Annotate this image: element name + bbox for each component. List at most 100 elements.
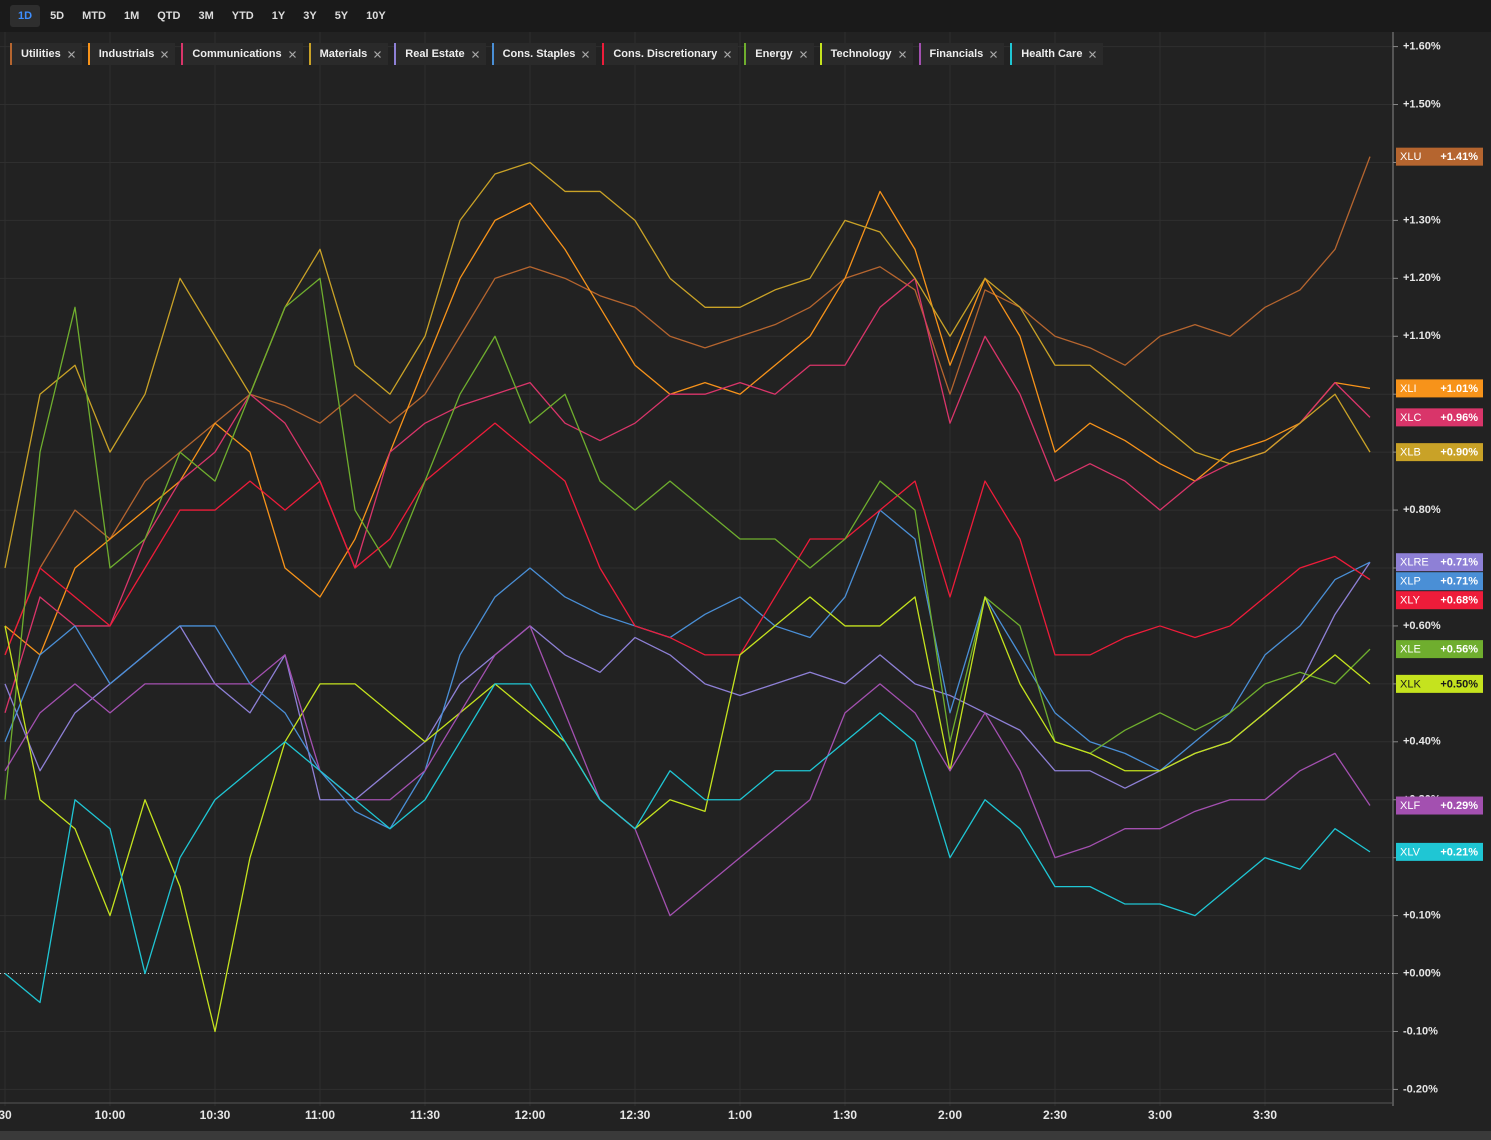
remove-icon[interactable]	[990, 50, 998, 58]
end-badge-ticker: XLI	[1400, 383, 1417, 395]
end-badge-value: +0.50%	[1440, 678, 1478, 690]
remove-icon[interactable]	[898, 50, 906, 58]
range-button[interactable]: 3Y	[303, 10, 317, 22]
end-badge: XLC +0.96%	[1396, 408, 1483, 427]
y-tick-label: -0.10%	[1403, 1025, 1438, 1037]
remove-icon[interactable]	[374, 50, 382, 58]
x-tick-label: 1:00	[728, 1108, 752, 1122]
end-badge-box	[1396, 147, 1483, 166]
range-button[interactable]: 1Y	[271, 10, 286, 22]
series-line	[4, 596, 1371, 1033]
remove-icon[interactable]	[288, 50, 296, 58]
legend-item[interactable]: Technology	[819, 43, 913, 65]
end-badge-ticker: XLP	[1400, 576, 1421, 588]
end-badge: XLU +1.41%	[1396, 147, 1483, 166]
legend-item[interactable]: Materials	[308, 43, 389, 65]
end-badge-ticker: XLC	[1400, 412, 1421, 424]
range-button[interactable]: 1D	[10, 5, 41, 27]
y-tick-label: +1.50%	[1403, 98, 1441, 110]
series-line	[4, 277, 1371, 714]
y-tick-label: +0.00%	[1403, 967, 1441, 979]
legend-item[interactable]: Utilities	[10, 43, 82, 65]
x-tick-label: 12:30	[620, 1108, 651, 1122]
end-badge-box	[1396, 572, 1483, 591]
end-badge-value: +0.71%	[1440, 557, 1478, 569]
legend-item[interactable]: Energy	[744, 43, 814, 65]
range-button[interactable]: MTD	[82, 10, 106, 22]
series-line	[4, 509, 1371, 830]
legend-label: Technology	[830, 48, 892, 60]
end-badge-box	[1396, 553, 1483, 572]
series-line	[4, 161, 1371, 569]
series-line	[4, 277, 1371, 800]
range-button[interactable]: 3M	[198, 10, 214, 22]
range-button[interactable]: 10Y	[366, 10, 386, 22]
series-line	[4, 156, 1371, 656]
y-tick-label: +0.10%	[1403, 910, 1441, 922]
x-tick-label: 3:30	[1253, 1108, 1277, 1122]
end-badge-value: +0.56%	[1440, 644, 1478, 656]
remove-icon[interactable]	[582, 50, 590, 58]
legend-item[interactable]: Industrials	[87, 43, 176, 65]
legend-item[interactable]: Communications	[181, 43, 303, 65]
range-button[interactable]: 5Y	[334, 10, 349, 22]
x-tick-label: 3:00	[1148, 1108, 1172, 1122]
legend-item[interactable]: Real Estate	[394, 43, 486, 65]
legend-item[interactable]: Cons. Staples	[491, 43, 597, 65]
remove-icon[interactable]	[67, 50, 75, 58]
legend-item[interactable]: Cons. Discretionary	[602, 43, 739, 65]
legend-item[interactable]: Health Care	[1010, 43, 1104, 65]
remove-icon-stroke	[724, 50, 732, 58]
legend-label: Communications	[192, 48, 282, 60]
end-badge: XLI +1.01%	[1396, 379, 1483, 398]
end-badge-box	[1396, 842, 1483, 861]
series-line	[4, 422, 1371, 656]
remove-icon[interactable]	[471, 50, 479, 58]
end-badge-value: +0.96%	[1440, 412, 1478, 424]
legend-label: Real Estate	[405, 48, 465, 60]
end-badge: XLE +0.56%	[1396, 640, 1483, 659]
series-line	[4, 683, 1371, 1004]
end-badge-box	[1396, 796, 1483, 815]
series-line	[4, 561, 1371, 801]
legend: Utilities Industrials Communications Materi…	[10, 43, 1104, 65]
end-badge-ticker: XLB	[1400, 447, 1421, 459]
legend-item[interactable]: Financials	[918, 43, 1005, 65]
end-badge-ticker: XLF	[1400, 800, 1420, 812]
range-button[interactable]: QTD	[157, 10, 181, 22]
range-button[interactable]: 1M	[123, 10, 140, 22]
legend-label: Materials	[319, 48, 368, 60]
legend-label: Utilities	[21, 48, 61, 60]
end-badge-box	[1396, 443, 1483, 462]
plot-background	[0, 32, 1491, 1140]
x-tick-label: 1:30	[833, 1108, 857, 1122]
series-line	[4, 625, 1371, 917]
remove-icon-stroke	[288, 50, 296, 58]
end-badge-value: +0.29%	[1440, 800, 1478, 812]
legend-label: Financials	[929, 48, 984, 60]
end-badge-box	[1396, 640, 1483, 659]
x-tick-label: 11:00	[305, 1108, 335, 1122]
remove-icon-stroke	[582, 50, 590, 58]
remove-icon-stroke	[374, 50, 382, 58]
legend-label: Cons. Discretionary	[613, 48, 718, 60]
remove-icon-stroke	[161, 50, 169, 58]
end-badge-box	[1396, 591, 1483, 610]
y-tick-label: +0.80%	[1403, 504, 1441, 516]
y-tick-label: +0.60%	[1403, 620, 1441, 632]
remove-icon-stroke	[1089, 50, 1097, 58]
remove-icon[interactable]	[724, 50, 732, 58]
x-tick-label: 10:30	[200, 1108, 231, 1122]
remove-icon[interactable]	[161, 50, 169, 58]
range-button[interactable]: YTD	[231, 10, 254, 22]
remove-icon[interactable]	[1089, 50, 1097, 58]
end-badge: XLP +0.71%	[1396, 572, 1483, 591]
range-button[interactable]: 5D	[50, 10, 65, 22]
remove-icon-stroke	[898, 50, 906, 58]
x-tick-label: 10:00	[95, 1108, 126, 1122]
end-badge-box	[1396, 674, 1483, 693]
end-badge: XLY +0.68%	[1396, 591, 1483, 610]
y-tick-label: +1.60%	[1403, 40, 1441, 52]
remove-icon[interactable]	[799, 50, 807, 58]
